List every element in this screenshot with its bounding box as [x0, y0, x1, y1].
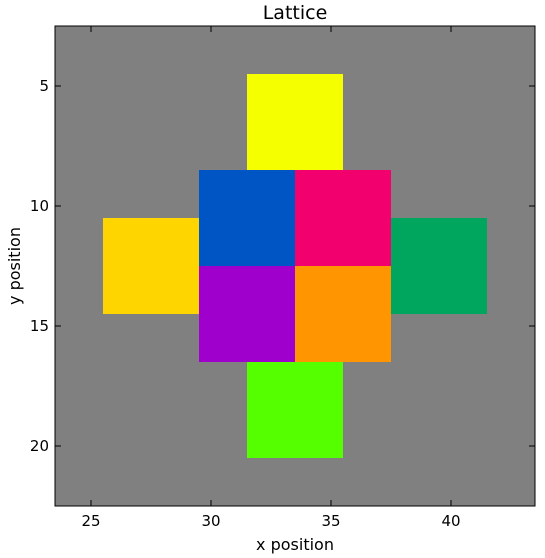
y-tick-label: 20	[30, 437, 49, 455]
lattice-cell-5	[391, 218, 487, 314]
y-axis-label: y position	[5, 227, 24, 305]
x-axis-ticks: 25 30 35 40	[81, 26, 461, 530]
y-tick-label: 10	[30, 197, 49, 215]
y-tick-label: 15	[30, 317, 49, 335]
lattice-cell-3	[295, 170, 391, 266]
chart-title: Lattice	[263, 2, 328, 24]
y-axis-ticks: 5 10 15 20	[30, 77, 535, 455]
x-axis-label: x position	[256, 535, 334, 554]
lattice-cell-7	[295, 266, 391, 362]
lattice-cells	[103, 74, 487, 458]
x-tick-label: 40	[441, 512, 460, 530]
x-tick-label: 30	[201, 512, 220, 530]
lattice-cell-6	[199, 266, 295, 362]
lattice-cell-8	[247, 362, 343, 458]
lattice-cell-2	[199, 170, 295, 266]
y-tick-label: 5	[39, 77, 49, 95]
x-tick-label: 35	[321, 512, 340, 530]
plot-frame	[54, 25, 536, 507]
lattice-cell-1	[247, 74, 343, 170]
x-tick-label: 25	[81, 512, 100, 530]
lattice-cell-4	[103, 218, 199, 314]
